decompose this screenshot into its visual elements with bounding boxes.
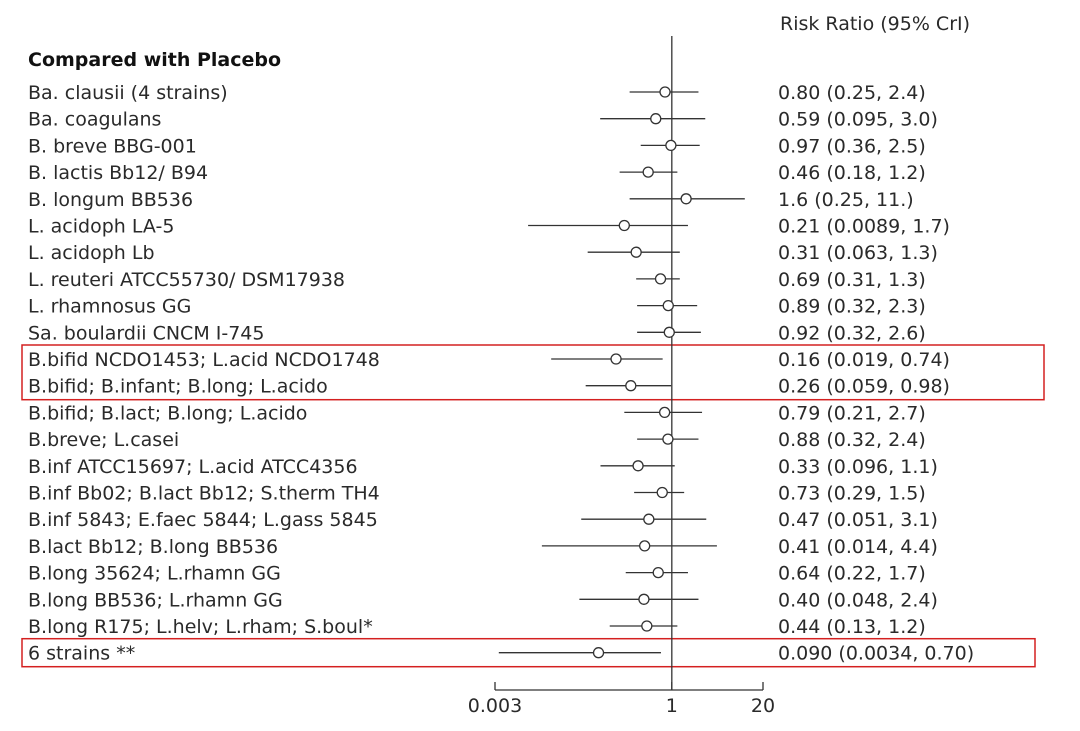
ci-value-label: 0.33 (0.096, 1.1) [778,456,938,478]
point-estimate-marker [663,326,675,338]
row-label: L. acidoph LA-5 [28,216,174,238]
x-axis: 0.003 1 20 [468,36,775,717]
point-estimate-marker [641,620,653,632]
point-estimate-marker [639,540,651,552]
highlight-box [21,637,1036,668]
comparison-group-header: Compared with Placebo [28,49,281,71]
ci-value-label: 0.92 (0.32, 2.6) [778,322,926,344]
forest-row: B. lactis Bb12/ B94 0.46 (0.18, 1.2) [28,162,926,184]
point-estimate-marker [638,593,650,605]
ci-value-label: 0.41 (0.014, 4.4) [778,536,938,558]
forest-row: Ba. coagulans 0.59 (0.095, 3.0) [28,109,938,131]
row-label: L. acidoph Lb [28,242,155,264]
forest-row: B.inf 5843; E.faec 5844; L.gass 5845 0.47… [28,509,938,531]
forest-row: 6 strains ** 0.090 (0.0034, 0.70) [28,643,974,665]
row-label: Ba. coagulans [28,109,161,131]
forest-row: B.inf Bb02; B.lact Bb12; S.therm TH4 0.73… [28,483,926,505]
ci-value-label: 0.69 (0.31, 1.3) [778,269,926,291]
row-label: B.long 35624; L.rhamn GG [28,563,281,585]
row-label: B. longum BB536 [28,189,193,211]
point-estimate-marker [680,193,692,205]
x-tick-label: 1 [666,695,678,717]
ci-value-label: 1.6 (0.25, 11.) [778,189,914,211]
row-label: B.lact Bb12; B.long BB536 [28,536,278,558]
ci-value-label: 0.73 (0.29, 1.5) [778,483,926,505]
forest-row: B.inf ATCC15697; L.acid ATCC4356 0.33 (0.… [28,456,938,478]
ci-value-label: 0.090 (0.0034, 0.70) [778,643,974,665]
ci-value-label: 0.16 (0.019, 0.74) [778,349,950,371]
point-estimate-marker [618,219,630,232]
point-estimate-marker [662,299,674,312]
forest-row: Sa. boulardii CNCM I-745 0.92 (0.32, 2.6) [28,322,926,344]
point-estimate-marker [632,460,644,472]
point-estimate-marker [665,139,677,152]
forest-row: L. acidoph Lb 0.31 (0.063, 1.3) [28,242,938,264]
row-label: Sa. boulardii CNCM I-745 [28,322,264,344]
ci-value-label: 0.31 (0.063, 1.3) [778,242,938,264]
forest-row: B. longum BB536 1.6 (0.25, 11.) [28,189,914,211]
row-label: L. reuteri ATCC55730/ DSM17938 [28,269,345,291]
point-estimate-marker [652,566,664,579]
ci-value-label: 0.79 (0.21, 2.7) [778,402,926,424]
forest-row: L. rhamnosus GG 0.89 (0.32, 2.3) [28,296,926,318]
forest-row: B.lact Bb12; B.long BB536 0.41 (0.014, 4.… [28,536,938,558]
ci-value-label: 0.80 (0.25, 2.4) [778,82,926,104]
forest-row: L. reuteri ATCC55730/ DSM17938 0.69 (0.31… [28,269,926,291]
ci-value-label: 0.44 (0.13, 1.2) [778,616,926,638]
ci-value-label: 0.26 (0.059, 0.98) [778,376,950,398]
row-label: B.bifid NCDO1453; L.acid NCDO1748 [28,349,380,371]
forest-row: B.breve; L.casei 0.88 (0.32, 2.4) [28,429,926,451]
risk-ratio-column-header: Risk Ratio (95% CrI) [780,13,970,35]
point-estimate-marker [643,513,655,525]
ci-value-label: 0.64 (0.22, 1.7) [778,563,926,585]
point-estimate-marker [658,406,671,419]
forest-row: L. acidoph LA-5 0.21 (0.0089, 1.7) [28,216,950,238]
forest-row: B.bifid; B.infant; B.long; L.acido 0.26 (… [28,376,950,398]
row-label: B.breve; L.casei [28,429,179,451]
point-estimate-marker [592,647,605,659]
forest-rows: Ba. clausii (4 strains) 0.80 (0.25, 2.4)B… [28,82,974,665]
row-label: B.long BB536; L.rhamn GG [28,589,283,611]
forest-row: B.long BB536; L.rhamn GG 0.40 (0.048, 2.4… [28,589,938,611]
row-label: B.bifid; B.infant; B.long; L.acido [28,376,328,398]
row-label: B.bifid; B.lact; B.long; L.acido [28,402,307,424]
ci-value-label: 0.97 (0.36, 2.5) [778,135,926,157]
row-label: 6 strains ** [28,643,135,665]
ci-value-label: 0.59 (0.095, 3.0) [778,109,938,131]
point-estimate-marker [656,486,668,499]
row-label: Ba. clausii (4 strains) [28,82,228,104]
forest-row: B.long R175; L.helv; L.rham; S.boul* 0.44… [28,616,926,638]
ci-value-label: 0.89 (0.32, 2.3) [778,296,926,318]
ci-value-label: 0.46 (0.18, 1.2) [778,162,926,184]
x-tick-label: 20 [751,695,775,717]
forest-row: B. breve BBG-001 0.97 (0.36, 2.5) [28,135,926,157]
ci-value-label: 0.21 (0.0089, 1.7) [778,216,950,238]
row-label: B.inf Bb02; B.lact Bb12; S.therm TH4 [28,483,380,505]
highlight-boxes [21,344,1045,668]
row-label: B. breve BBG-001 [28,135,197,157]
point-estimate-marker [625,380,637,392]
ci-value-label: 0.47 (0.051, 3.1) [778,509,938,531]
forest-row: B.long 35624; L.rhamn GG 0.64 (0.22, 1.7) [28,563,926,585]
point-estimate-marker [654,273,667,285]
row-label: B. lactis Bb12/ B94 [28,162,208,184]
row-label: B.inf ATCC15697; L.acid ATCC4356 [28,456,358,478]
point-estimate-marker [610,353,622,365]
ci-value-label: 0.88 (0.32, 2.4) [778,429,926,451]
forest-row: Ba. clausii (4 strains) 0.80 (0.25, 2.4) [28,82,926,104]
forest-row: B.bifid; B.lact; B.long; L.acido 0.79 (0.… [28,402,926,424]
point-estimate-marker [630,246,642,258]
row-label: B.long R175; L.helv; L.rham; S.boul* [28,616,373,638]
highlight-box [21,344,1045,401]
ci-value-label: 0.40 (0.048, 2.4) [778,589,938,611]
point-estimate-marker [662,433,674,445]
point-estimate-marker [642,166,654,178]
forest-row: B.bifid NCDO1453; L.acid NCDO1748 0.16 (0… [28,349,950,371]
point-estimate-marker [650,113,662,125]
row-label: L. rhamnosus GG [28,296,191,318]
point-estimate-marker [659,86,671,98]
row-label: B.inf 5843; E.faec 5844; L.gass 5845 [28,509,378,531]
x-tick-label: 0.003 [468,695,522,717]
